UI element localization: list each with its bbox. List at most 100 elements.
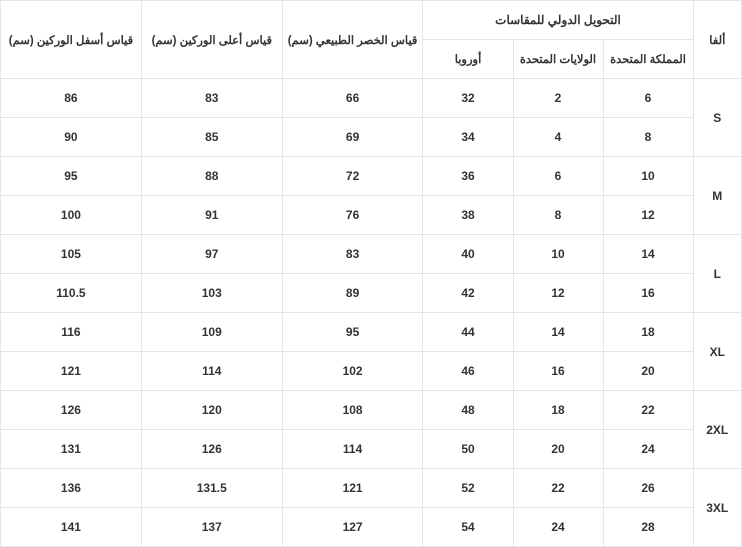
cell-alpha: S <box>693 79 741 157</box>
cell-eu: 38 <box>423 196 513 235</box>
cell-uk: 24 <box>603 430 693 469</box>
cell-us: 18 <box>513 391 603 430</box>
cell-alpha: XL <box>693 313 741 391</box>
cell-waist: 121 <box>282 469 423 508</box>
cell-uk: 12 <box>603 196 693 235</box>
header-us: الولايات المتحدة <box>513 40 603 79</box>
cell-lower-hip: 121 <box>1 352 142 391</box>
cell-alpha: 3XL <box>693 469 741 547</box>
header-upper-hip: قياس أعلى الوركين (سم) <box>141 1 282 79</box>
cell-us: 2 <box>513 79 603 118</box>
cell-uk: 28 <box>603 508 693 547</box>
cell-upper-hip: 83 <box>141 79 282 118</box>
cell-eu: 50 <box>423 430 513 469</box>
cell-lower-hip: 105 <box>1 235 142 274</box>
cell-upper-hip: 91 <box>141 196 282 235</box>
cell-lower-hip: 126 <box>1 391 142 430</box>
cell-uk: 10 <box>603 157 693 196</box>
cell-upper-hip: 103 <box>141 274 282 313</box>
table-row: 242050114126131 <box>1 430 742 469</box>
cell-eu: 34 <box>423 118 513 157</box>
cell-lower-hip: 86 <box>1 79 142 118</box>
cell-upper-hip: 126 <box>141 430 282 469</box>
header-alpha: ألفا <box>693 1 741 79</box>
cell-alpha: L <box>693 235 741 313</box>
table-header: ألفا التحويل الدولي للمقاسات قياس الخصر … <box>1 1 742 79</box>
cell-upper-hip: 131.5 <box>141 469 282 508</box>
cell-waist: 89 <box>282 274 423 313</box>
table-row: 8434698590 <box>1 118 742 157</box>
cell-lower-hip: 141 <box>1 508 142 547</box>
cell-eu: 42 <box>423 274 513 313</box>
cell-lower-hip: 136 <box>1 469 142 508</box>
cell-lower-hip: 116 <box>1 313 142 352</box>
table-row: XL18144495109116 <box>1 313 742 352</box>
table-row: 128387691100 <box>1 196 742 235</box>
cell-upper-hip: 120 <box>141 391 282 430</box>
cell-waist: 108 <box>282 391 423 430</box>
cell-eu: 54 <box>423 508 513 547</box>
cell-lower-hip: 110.5 <box>1 274 142 313</box>
header-lower-hip: قياس أسفل الوركين (سم) <box>1 1 142 79</box>
cell-us: 24 <box>513 508 603 547</box>
table-row: 2XL221848108120126 <box>1 391 742 430</box>
cell-eu: 48 <box>423 391 513 430</box>
cell-waist: 127 <box>282 508 423 547</box>
cell-eu: 52 <box>423 469 513 508</box>
cell-upper-hip: 109 <box>141 313 282 352</box>
cell-lower-hip: 100 <box>1 196 142 235</box>
cell-alpha: 2XL <box>693 391 741 469</box>
header-intl-group: التحويل الدولي للمقاسات <box>423 1 693 40</box>
table-row: 282454127137141 <box>1 508 742 547</box>
table-row: 201646102114121 <box>1 352 742 391</box>
cell-lower-hip: 90 <box>1 118 142 157</box>
table-row: M10636728895 <box>1 157 742 196</box>
cell-us: 14 <box>513 313 603 352</box>
cell-waist: 66 <box>282 79 423 118</box>
header-eu: أوروبا <box>423 40 513 79</box>
cell-us: 8 <box>513 196 603 235</box>
cell-waist: 102 <box>282 352 423 391</box>
cell-uk: 6 <box>603 79 693 118</box>
cell-waist: 95 <box>282 313 423 352</box>
cell-upper-hip: 88 <box>141 157 282 196</box>
cell-lower-hip: 131 <box>1 430 142 469</box>
cell-uk: 16 <box>603 274 693 313</box>
cell-waist: 83 <box>282 235 423 274</box>
cell-upper-hip: 85 <box>141 118 282 157</box>
cell-us: 16 <box>513 352 603 391</box>
cell-lower-hip: 95 <box>1 157 142 196</box>
cell-alpha: M <box>693 157 741 235</box>
cell-us: 4 <box>513 118 603 157</box>
table-body: S62326683868434698590M106367288951283876… <box>1 79 742 547</box>
table-row: 3XL262252121131.5136 <box>1 469 742 508</box>
header-uk: المملكة المتحدة <box>603 40 693 79</box>
cell-us: 20 <box>513 430 603 469</box>
header-waist: قياس الخصر الطبيعي (سم) <box>282 1 423 79</box>
cell-us: 6 <box>513 157 603 196</box>
cell-upper-hip: 97 <box>141 235 282 274</box>
cell-eu: 36 <box>423 157 513 196</box>
cell-uk: 14 <box>603 235 693 274</box>
cell-waist: 72 <box>282 157 423 196</box>
cell-eu: 40 <box>423 235 513 274</box>
cell-uk: 8 <box>603 118 693 157</box>
cell-us: 12 <box>513 274 603 313</box>
cell-upper-hip: 114 <box>141 352 282 391</box>
cell-us: 22 <box>513 469 603 508</box>
cell-waist: 114 <box>282 430 423 469</box>
cell-uk: 22 <box>603 391 693 430</box>
cell-us: 10 <box>513 235 603 274</box>
cell-upper-hip: 137 <box>141 508 282 547</box>
cell-uk: 20 <box>603 352 693 391</box>
cell-waist: 69 <box>282 118 423 157</box>
cell-eu: 46 <box>423 352 513 391</box>
table-row: L1410408397105 <box>1 235 742 274</box>
cell-eu: 44 <box>423 313 513 352</box>
table-row: S6232668386 <box>1 79 742 118</box>
cell-uk: 18 <box>603 313 693 352</box>
table-row: 16124289103110.5 <box>1 274 742 313</box>
cell-uk: 26 <box>603 469 693 508</box>
cell-eu: 32 <box>423 79 513 118</box>
cell-waist: 76 <box>282 196 423 235</box>
